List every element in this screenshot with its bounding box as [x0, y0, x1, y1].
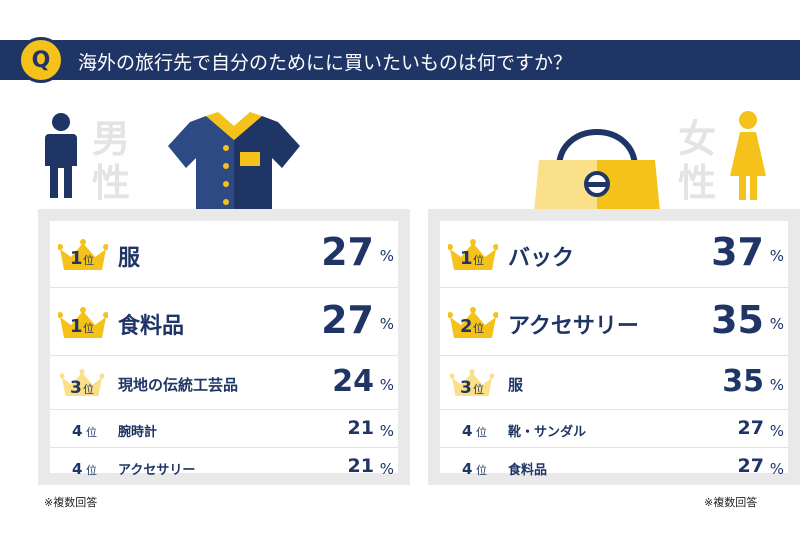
ranking-unit: %: [769, 460, 784, 478]
female-label-2: 性: [678, 161, 717, 205]
ranking-item-label: 靴・サンダル: [508, 424, 587, 440]
question-text: 海外の旅行先で自分のためにに買いたいものは何ですか？: [78, 52, 573, 74]
crown-icon: [58, 306, 108, 338]
ranking-item-label: 食料品: [118, 314, 185, 340]
rank-number: 1: [460, 248, 473, 269]
rank-suffix: 位: [86, 426, 97, 439]
rank-suffix: 位: [83, 322, 94, 335]
handbag-icon: [533, 112, 661, 228]
ranking-item-label: バック: [508, 246, 575, 272]
rank-suffix: 位: [473, 254, 484, 267]
ranking-row: 4 位 腕時計 21%: [50, 409, 398, 447]
rank-number: 4: [72, 421, 83, 440]
question-banner: [0, 40, 800, 80]
ranking-unit: %: [379, 460, 394, 478]
ranking-item-label: アクセサリー: [118, 462, 196, 478]
ranking-item-label: アクセサリー: [508, 314, 639, 340]
rank-suffix: 位: [473, 322, 484, 335]
man-icon: [44, 112, 78, 206]
crown-icon: [448, 306, 498, 338]
ranking-unit: %: [379, 422, 394, 440]
ranking-value: 35: [711, 298, 764, 343]
ranking-unit: %: [769, 376, 784, 394]
crown-icon: [60, 369, 104, 397]
rank-suffix: 位: [83, 254, 94, 267]
ranking-value: 27: [737, 455, 764, 478]
ranking-item-label: 服: [508, 375, 524, 394]
ranking-item-label: 腕時計: [118, 424, 158, 440]
ranking-row: 3 位 現地の伝統工芸品 24%: [50, 355, 398, 409]
ranking-value: 27: [737, 417, 764, 440]
ranking-row: 4 位 食料品 27%: [440, 447, 788, 485]
woman-icon: [728, 110, 768, 206]
male-label-1: 男: [92, 117, 131, 161]
ranking-unit: %: [379, 376, 394, 394]
rank-suffix: 位: [476, 426, 487, 439]
rank-number: 2: [460, 316, 473, 337]
rank-suffix: 位: [86, 464, 97, 477]
rank-number: 4: [72, 459, 83, 478]
female-note: ※複数回答: [704, 496, 758, 509]
ranking-unit: %: [769, 315, 784, 333]
male-label-2: 性: [92, 161, 131, 205]
ranking-value: 27: [321, 230, 374, 275]
female-label-1: 女: [678, 117, 717, 161]
ranking-row: 2 位 アクセサリー 35%: [440, 287, 788, 355]
ranking-row: 1 位 バック 37%: [440, 221, 788, 287]
rank-suffix: 位: [83, 383, 94, 396]
rank-number: 1: [70, 316, 83, 337]
male-ranking-list: 1 位服 27% 1 位食料品 27% 3 位現地の伝統工芸品 24% 4 位腕時計 21% 4 位アクセ…: [50, 221, 398, 478]
male-note: ※複数回答: [44, 496, 98, 509]
male-ranking-panel: 1 位服 27% 1 位食料品 27% 3 位現地の伝統工芸品 24% 4 位腕時計 21% 4 位アクセ…: [38, 209, 410, 485]
ranking-value: 27: [321, 298, 374, 343]
ranking-row: 4 位 アクセサリー 21%: [50, 447, 398, 485]
rank-number: 3: [460, 377, 472, 398]
rank-number: 3: [70, 377, 82, 398]
ranking-value: 21: [347, 455, 374, 478]
ranking-item-label: 現地の伝統工芸品: [118, 375, 239, 394]
ranking-row: 1 位 服 27%: [50, 221, 398, 287]
shirt-icon: [166, 112, 302, 228]
ranking-item-label: 食料品: [508, 462, 548, 478]
ranking-value: 24: [332, 364, 374, 400]
rank-number: 1: [70, 248, 83, 269]
ranking-item-label: 服: [118, 246, 141, 272]
rank-number: 4: [462, 459, 473, 478]
rank-number: 4: [462, 421, 473, 440]
rank-suffix: 位: [473, 383, 484, 396]
crown-icon: [450, 369, 494, 397]
female-ranking-panel: 1 位バック 37% 2 位アクセサリー 35% 3 位服 35% 4 位靴・サンダル 27% 4 位食料…: [428, 209, 800, 485]
ranking-unit: %: [379, 315, 394, 333]
ranking-value: 21: [347, 417, 374, 440]
question-badge: Q: [18, 37, 64, 83]
female-ranking-list: 1 位バック 37% 2 位アクセサリー 35% 3 位服 35% 4 位靴・サンダル 27% 4 位食料…: [440, 221, 788, 478]
ranking-value: 35: [722, 364, 764, 400]
ranking-value: 37: [711, 230, 764, 275]
ranking-unit: %: [379, 247, 394, 265]
ranking-row: 1 位 食料品 27%: [50, 287, 398, 355]
rank-suffix: 位: [476, 464, 487, 477]
ranking-row: 3 位 服 35%: [440, 355, 788, 409]
crown-icon: [58, 238, 108, 270]
ranking-unit: %: [769, 247, 784, 265]
ranking-row: 4 位 靴・サンダル 27%: [440, 409, 788, 447]
crown-icon: [448, 238, 498, 270]
ranking-unit: %: [769, 422, 784, 440]
